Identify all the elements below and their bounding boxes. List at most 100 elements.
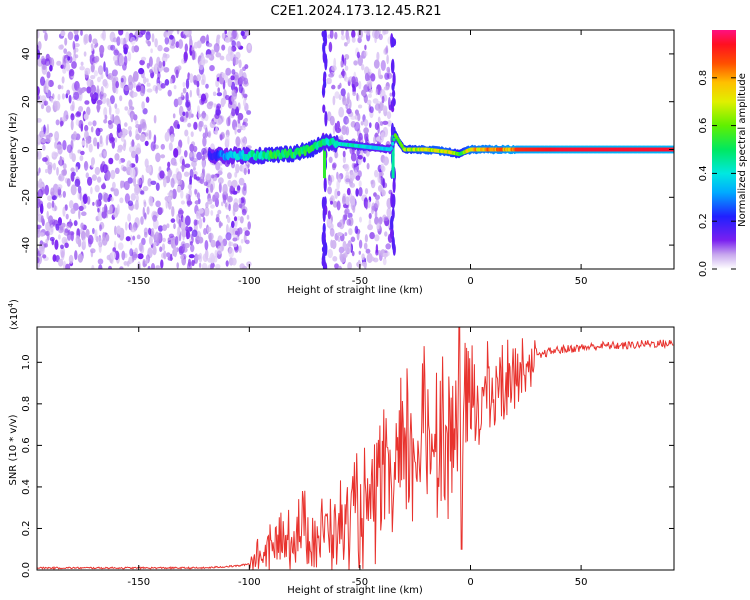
noise-speckle [235,230,238,235]
noise-speckle [247,221,251,230]
noise-speckle [148,56,153,67]
noise-speckle [242,265,248,269]
noise-speckle [137,253,144,260]
noise-speckle [103,203,108,214]
noise-speckle [140,190,145,195]
noise-speckle [125,236,131,242]
noise-speckle [161,243,166,251]
noise-speckle [212,91,217,97]
noise-speckle [63,48,68,54]
colorbar-tick-label: 0.4 [698,165,709,181]
noise-speckle [99,224,102,232]
noise-speckle [186,200,193,206]
noise-speckle [52,254,57,262]
noise-speckle [189,152,193,158]
noise-speckle [43,124,46,135]
noise-speckle [127,177,133,184]
noise-speckle [363,156,366,163]
noise-speckle [42,254,47,259]
noise-speckle [389,92,393,97]
noise-speckle [157,71,161,80]
noise-speckle [84,67,91,76]
noise-speckle [37,171,40,176]
noise-speckle [138,242,143,252]
noise-speckle [170,177,175,188]
noise-speckle [186,229,189,240]
noise-speckle [237,112,244,121]
noise-speckle [116,36,121,46]
noise-speckle [83,113,89,120]
noise-speckle [357,155,363,160]
noise-speckle [79,155,84,162]
noise-speckle [112,181,116,190]
noise-speckle [379,171,384,177]
noise-speckle [98,264,103,269]
noise-speckle [202,74,206,85]
noise-speckle [119,81,125,89]
noise-speckle [383,156,389,166]
noise-speckle [54,152,59,158]
noise-speckle [57,84,62,90]
noise-speckle [132,235,136,241]
noise-speckle [92,201,95,206]
noise-speckle [155,85,159,94]
noise-speckle [146,88,153,93]
noise-speckle [37,198,41,209]
noise-speckle [70,104,75,112]
noise-speckle [131,45,135,53]
vertical-feature-blob [321,196,325,210]
colorbar: 0.0 0.2 0.4 0.6 0.8 Normalized spectral ampl… [698,30,748,277]
noise-speckle [68,94,72,104]
noise-speckle [153,234,158,241]
noise-speckle [119,197,124,204]
noise-speckle [97,76,101,83]
noise-speckle [192,158,198,163]
x-tick-label: -150 [127,276,150,287]
noise-speckle [353,60,358,66]
noise-speckle [51,200,55,208]
noise-speckle [57,145,63,155]
noise-speckle [342,150,346,158]
noise-speckle [73,91,80,100]
noise-speckle [191,49,196,61]
x-tick-label: 50 [575,276,588,287]
noise-speckle [61,93,65,100]
noise-speckle [171,206,175,217]
noise-speckle [157,44,163,52]
noise-speckle [139,85,146,97]
noise-speckle [346,118,350,124]
noise-speckle [240,197,245,204]
noise-speckle [148,195,153,206]
y-tick-label: 0.4 [21,479,32,495]
noise-speckle [238,203,243,209]
noise-speckle [48,227,54,236]
noise-speckle [79,66,85,71]
noise-speckle [207,232,214,241]
noise-speckle [222,183,228,195]
noise-speckle [375,249,379,256]
noise-speckle [103,107,108,117]
noise-speckle [199,176,205,185]
noise-speckle [344,208,350,215]
noise-speckle [366,99,372,106]
noise-speckle [153,63,159,75]
noise-speckle [62,190,66,198]
noise-speckle [365,248,371,254]
noise-speckle [163,250,167,260]
noise-speckle [153,114,157,124]
noise-speckle [232,243,238,248]
noise-speckle [74,54,79,59]
noise-speckle [158,60,162,69]
noise-speckle [67,31,74,41]
noise-speckle [195,210,200,220]
noise-speckle [328,73,334,78]
noise-speckle [57,93,61,101]
noise-speckle [341,68,345,79]
colorbar-tick-label: 0.8 [698,70,709,86]
noise-speckle [247,168,250,175]
noise-speckle [110,114,114,122]
noise-speckle [164,36,169,45]
noise-speckle [106,98,111,108]
noise-speckle [180,189,184,199]
noise-speckle [185,101,191,108]
